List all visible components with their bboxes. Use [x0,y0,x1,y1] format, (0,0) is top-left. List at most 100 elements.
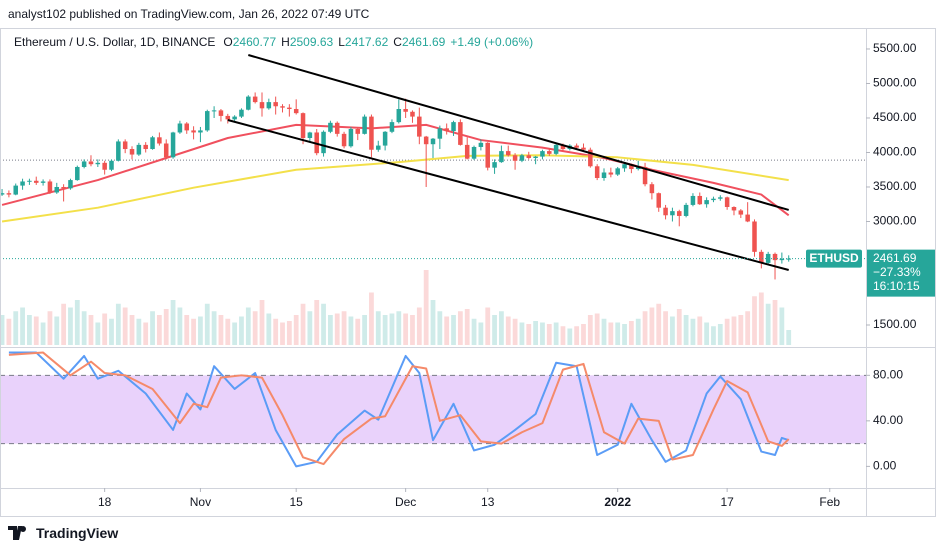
y-tick-label: 3500.00 [873,179,917,193]
volume-bar [635,318,641,345]
volume-bar [519,322,525,345]
candle-body [116,141,121,161]
stoch-tick-label: 0.00 [873,459,897,473]
volume-bar [608,322,614,345]
volume-bar [211,311,217,345]
candle-body [615,168,620,175]
stoch-line [8,351,790,466]
candle-body [198,130,203,133]
volume-bar [779,307,785,345]
candle-body [505,151,511,156]
volume-bar [115,303,121,345]
volume-bar [266,313,272,345]
volume-bar [628,321,634,345]
volume-bar [61,303,67,345]
candle-body [478,142,484,147]
candle-body [588,149,593,167]
volume-bar [512,318,518,345]
stoch-tick-label: 40.00 [873,413,903,427]
volume-bar [526,324,532,345]
candle-body [205,111,210,131]
volume-bar [81,311,87,345]
volume-bar [738,315,744,345]
volume-bar [553,322,559,345]
ohlc-key: O [223,35,233,49]
candle-body [218,110,224,116]
candle-body [122,141,128,150]
candle-body [458,122,463,145]
candle-body [745,214,750,222]
volume-bar [410,315,415,345]
volume-bar [40,322,46,345]
candle-body [129,149,135,155]
candle-body [786,258,791,260]
candle-body [321,131,326,154]
volume-bar [68,307,73,345]
volume-bar [478,322,484,345]
volume-bar [485,307,491,345]
volume-bar [232,322,238,345]
volume-bar [656,303,662,345]
ohlc-value: 2509.63 [289,35,334,49]
candle-body [252,96,258,103]
volume-bar [704,322,710,345]
candle-body [95,162,101,165]
x-tick-label: 18 [98,495,112,509]
candle-body [738,210,744,215]
volume-bar [505,316,511,345]
volume-bar [355,318,361,345]
y-tick-label: 4000.00 [873,145,917,159]
moving-average [1,123,790,217]
x-tick-label: 15 [290,495,304,509]
candle-body [519,155,525,161]
candle-body [396,109,402,123]
ohlc-value: 2461.69 [401,35,446,49]
candle-body [670,211,675,216]
volume-bar [102,313,108,345]
candle-body [718,197,723,199]
candle-body [697,195,703,205]
candle-body [334,122,340,134]
y-tick-label: 4500.00 [873,110,917,124]
volume-bar [560,326,566,345]
volume-bar [218,315,224,345]
candle-body [293,109,299,114]
candle-body [629,164,634,170]
candle-body [27,180,32,182]
candle-body [150,137,155,150]
candle-body [437,128,443,139]
candle-body [68,180,73,189]
trend-line [248,54,789,211]
volume-bar [745,311,751,345]
candle-body [13,185,18,195]
candle-body [779,258,785,261]
volume-bar [464,309,470,345]
candle-body [471,146,477,159]
y-tick-label: 1500.00 [873,317,917,331]
volume-bar [293,315,299,345]
candle-body [512,155,518,161]
y-tick-label: 5000.00 [873,76,917,90]
volume-bar [300,303,306,345]
candle-body [417,116,422,137]
volume-bar [451,315,456,345]
volume-bar [109,318,114,345]
candle-body [1,193,5,195]
volume-bar [457,311,463,345]
volume-bar [594,313,600,345]
volume-bar [47,311,53,345]
candle-body [526,155,532,159]
volume-bar [1,315,5,345]
volume-bar [307,311,313,345]
candle-body [143,144,148,150]
volume-bar [341,311,347,345]
volume-bar [642,311,648,345]
candle-body [232,116,237,120]
volume-bar [33,316,39,345]
candle-body [54,186,60,193]
candle-body [547,151,552,154]
stoch-pane [1,351,866,468]
volume-bar [430,300,436,345]
candle-body [724,197,730,207]
candle-body [499,151,504,163]
